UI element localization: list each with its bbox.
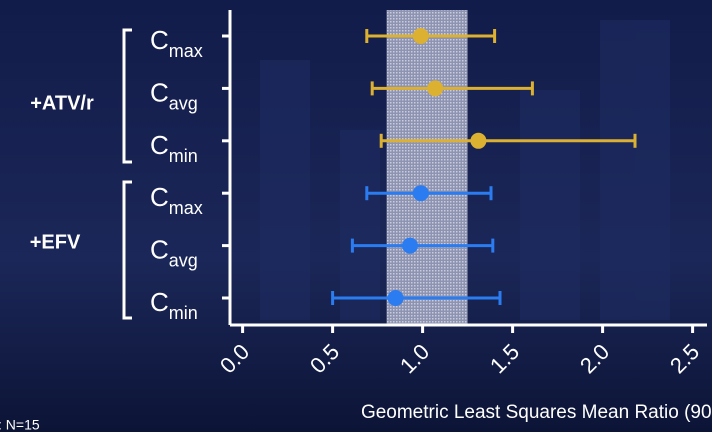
category-main: C	[150, 234, 169, 264]
category-main: C	[150, 130, 169, 160]
x-axis-label: Geometric Least Squares Mean Ratio (90% …	[361, 402, 712, 423]
group-label: +ATV/r	[30, 92, 94, 114]
point	[402, 238, 418, 254]
category-sub: max	[169, 198, 203, 218]
category-main: C	[150, 25, 169, 55]
point	[413, 28, 429, 44]
category-main: C	[150, 77, 169, 107]
category-main: C	[150, 287, 169, 317]
chart: +ATV/r +EFV Geometric Least Squares Mean…	[0, 0, 712, 432]
group-label: +EFV	[30, 231, 81, 253]
point	[413, 185, 429, 201]
reference-band	[387, 10, 468, 325]
point	[470, 133, 486, 149]
category-sub: avg	[169, 93, 198, 113]
category-sub: max	[169, 41, 203, 61]
footnote: : N=15	[0, 417, 40, 432]
point	[388, 290, 404, 306]
category-main: C	[150, 182, 169, 212]
point	[427, 80, 443, 96]
category-sub: min	[169, 146, 198, 166]
category-sub: avg	[169, 250, 198, 270]
category-sub: min	[169, 303, 198, 323]
